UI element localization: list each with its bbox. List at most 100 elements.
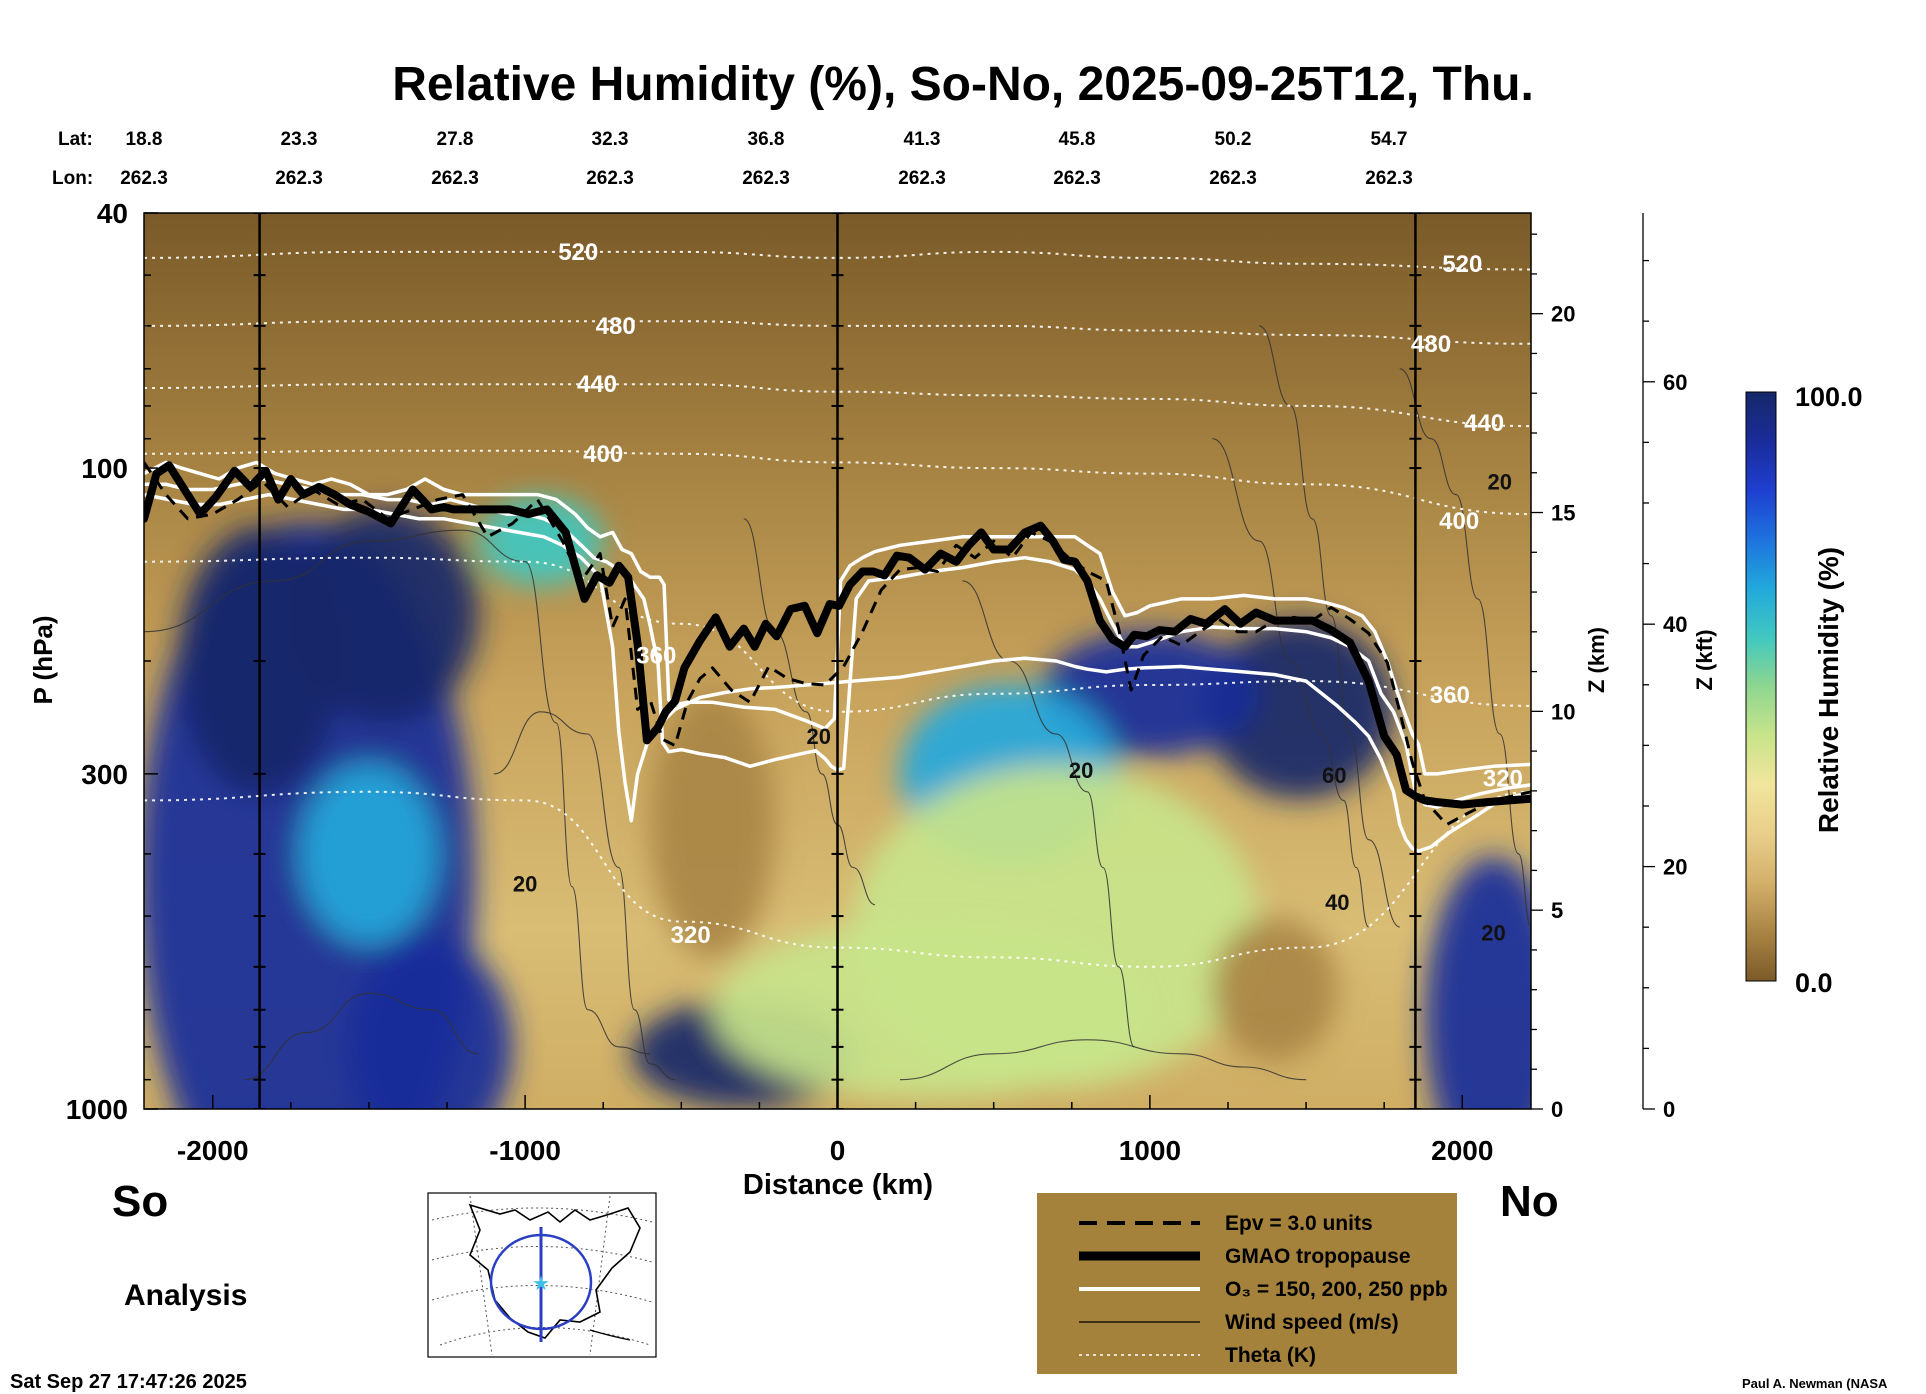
- lat-value: 45.8: [1059, 129, 1096, 150]
- lat-value: 41.3: [904, 129, 941, 150]
- theta-label: 400: [583, 441, 623, 468]
- zkm-tick-label: 0: [1551, 1097, 1563, 1122]
- ozone-contour: [144, 460, 1531, 776]
- p-tick-label: 1000: [66, 1094, 128, 1125]
- lon-value: 262.3: [1053, 168, 1101, 189]
- lat-value: 36.8: [748, 129, 785, 150]
- lat-label: Lat:: [58, 129, 93, 150]
- lat-value: 27.8: [437, 129, 474, 150]
- analysis-label: Analysis: [124, 1279, 247, 1312]
- zkft-tick-label: 0: [1663, 1097, 1675, 1122]
- colorbar-title: Relative Humidity (%): [1813, 547, 1844, 833]
- lat-value: 50.2: [1215, 129, 1252, 150]
- theta-label: 440: [1464, 410, 1504, 437]
- tropopause-line: [144, 461, 1531, 809]
- lon-value: 262.3: [586, 168, 634, 189]
- rh-blob: [650, 690, 776, 960]
- lon-value: 262.3: [1365, 168, 1413, 189]
- legend-label: GMAO tropopause: [1225, 1245, 1411, 1268]
- p-tick-label: 40: [97, 198, 128, 229]
- lon-value: 262.3: [1209, 168, 1257, 189]
- lat-value: 18.8: [126, 129, 163, 150]
- zkm-tick-label: 20: [1551, 302, 1575, 327]
- wind-label: 20: [1481, 920, 1505, 945]
- lon-value: 262.3: [898, 168, 946, 189]
- rh-blob: [350, 939, 513, 1109]
- x-tick-label: -1000: [489, 1135, 561, 1166]
- lon-label: Lon:: [52, 168, 93, 189]
- theta-label: 320: [671, 922, 711, 949]
- x-tick-label: 0: [830, 1135, 846, 1166]
- rh-blob: [1206, 619, 1394, 800]
- rh-blob: [712, 920, 1150, 1100]
- legend: Epv = 3.0 units GMAO tropopause O₃ = 150, …: [1037, 1193, 1457, 1374]
- ozone-contour: [144, 477, 1531, 809]
- theta-label: 480: [596, 313, 636, 340]
- wind-contour: [493, 711, 676, 1081]
- x-tick-label: 2000: [1431, 1135, 1493, 1166]
- wind-label: 20: [513, 872, 537, 897]
- wind-labels: 20 20 20 60 40 20 20: [513, 470, 1512, 946]
- rh-blob: [1424, 856, 1531, 1109]
- x-axis: -2000 -1000 0 1000 2000: [177, 1095, 1493, 1166]
- lat-values: 18.8 23.3 27.8 32.3 36.8 41.3 45.8 50.2 54.7: [126, 129, 1408, 150]
- lat-value: 32.3: [592, 129, 629, 150]
- wind-label: 40: [1325, 890, 1349, 915]
- y-axis-title: P (hPa): [28, 615, 58, 704]
- wind-contour: [899, 1039, 1307, 1081]
- legend-label: Wind speed (m/s): [1225, 1311, 1399, 1334]
- locator-map: ★: [427, 1192, 657, 1358]
- pressure-axis: 40 100 300 1000: [66, 198, 158, 1125]
- wind-label: 20: [1069, 758, 1093, 783]
- wind-contour: [243, 992, 479, 1081]
- legend-label: Theta (K): [1225, 1344, 1316, 1367]
- colorbar-min-label: 0.0: [1795, 968, 1833, 998]
- lat-value: 23.3: [281, 129, 318, 150]
- legend-label: Epv = 3.0 units: [1225, 1212, 1373, 1235]
- theta-label: 360: [1430, 682, 1470, 709]
- theta-label: 400: [1439, 508, 1479, 535]
- p-tick-label: 300: [81, 759, 128, 790]
- colorbar: [1745, 391, 1777, 982]
- lat-value: 54.7: [1371, 129, 1408, 150]
- z-kft-axis: 0 20 40 60: [1642, 213, 1687, 1122]
- rh-blob: [1212, 917, 1338, 1061]
- x-tick-label: 1000: [1119, 1135, 1181, 1166]
- lon-value: 262.3: [742, 168, 790, 189]
- z-km-title: Z (km): [1584, 627, 1609, 693]
- zkm-tick-label: 5: [1551, 898, 1563, 923]
- wind-contour: [1399, 368, 1531, 928]
- credit: Paul A. Newman (NASA: [1742, 1376, 1888, 1391]
- north-label: No: [1500, 1177, 1559, 1226]
- x-tick-label: -2000: [177, 1135, 249, 1166]
- lon-value: 262.3: [120, 168, 168, 189]
- theta-label: 320: [1483, 765, 1523, 792]
- theta-label: 360: [636, 642, 676, 669]
- z-kft-title: Z (kft): [1692, 629, 1717, 690]
- colorbar-max-label: 100.0: [1795, 382, 1863, 412]
- x-axis-title: Distance (km): [743, 1169, 933, 1201]
- wind-contour: [1212, 438, 1370, 928]
- z-km-axis: 0 5 10 15 20: [1531, 233, 1575, 1122]
- zkm-tick-label: 15: [1551, 501, 1575, 526]
- lon-values: 262.3 262.3 262.3 262.3 262.3 262.3 262.3 262.3…: [120, 168, 1413, 189]
- theta-label: 520: [558, 239, 598, 266]
- wind-contour: [144, 529, 651, 1055]
- wind-contour: [1259, 325, 1401, 928]
- south-label: So: [112, 1177, 168, 1226]
- theta-label: 440: [577, 371, 617, 398]
- theta-label: 520: [1442, 251, 1482, 278]
- zkft-tick-label: 20: [1663, 855, 1687, 880]
- zkm-tick-label: 10: [1551, 699, 1575, 724]
- timestamp: Sat Sep 27 17:47:26 2025: [10, 1371, 247, 1393]
- zkft-tick-label: 40: [1663, 612, 1687, 637]
- zkft-tick-label: 60: [1663, 370, 1687, 395]
- vertical-markers: [253, 213, 1422, 1109]
- wind-label: 60: [1322, 763, 1346, 788]
- legend-label: O₃ = 150, 200, 250 ppb: [1225, 1278, 1448, 1301]
- rh-blob: [300, 764, 438, 944]
- p-tick-label: 100: [81, 453, 128, 484]
- lon-value: 262.3: [431, 168, 479, 189]
